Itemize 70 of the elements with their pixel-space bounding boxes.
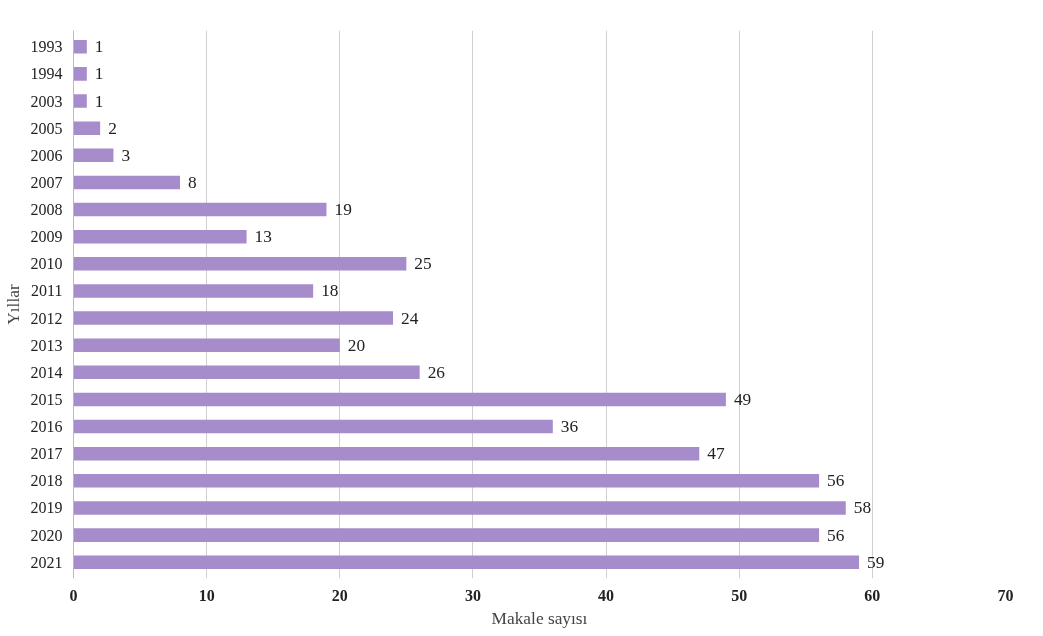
x-tick-label: 50: [731, 586, 748, 604]
data-label: 36: [560, 417, 579, 437]
y-tick-label: 2012: [30, 309, 63, 327]
bar: [73, 365, 420, 380]
bar: [73, 67, 87, 81]
bar: [73, 229, 247, 244]
y-tick-label: 2003: [30, 92, 63, 110]
data-label: 18: [321, 281, 339, 301]
bar: [73, 284, 314, 298]
data-label: 24: [401, 308, 419, 328]
data-label: 2: [108, 118, 117, 138]
y-tick-label: 2016: [30, 418, 63, 436]
bar: [73, 474, 820, 488]
data-label: 59: [867, 552, 885, 572]
x-tick-label: 20: [331, 586, 348, 604]
bar: [73, 148, 114, 163]
bar: [73, 555, 860, 569]
x-tick-label: 0: [69, 586, 78, 604]
data-label: 13: [254, 227, 272, 247]
data-label: 49: [733, 389, 752, 409]
bar: [73, 501, 846, 515]
y-tick-label: 2017: [30, 445, 63, 463]
y-tick-label: 2009: [30, 228, 63, 246]
bar: [73, 528, 820, 542]
data-label: 8: [188, 172, 197, 192]
y-tick-label: 2020: [30, 526, 63, 544]
y-axis-title: Yıllar: [3, 284, 23, 325]
data-label: 26: [427, 362, 446, 382]
data-label: 58: [853, 498, 872, 518]
data-label: 56: [827, 471, 845, 491]
y-tick-label: 2014: [30, 363, 63, 381]
bar: [73, 446, 700, 461]
x-tick-label: 40: [598, 586, 615, 604]
x-tick-label: 10: [198, 586, 215, 604]
data-label: 19: [334, 200, 352, 220]
y-tick-label: 2010: [30, 255, 63, 273]
y-tick-label: 2013: [30, 336, 63, 354]
bar: [73, 392, 726, 407]
x-tick-label: 30: [464, 586, 481, 604]
data-label: 20: [347, 335, 366, 355]
y-tick-label: 2007: [30, 173, 63, 191]
y-tick-label: 2008: [30, 201, 63, 219]
y-tick-label: 2021: [30, 553, 63, 571]
bar: [73, 419, 553, 434]
y-tick-label: 2018: [30, 472, 63, 490]
bar: [73, 202, 327, 217]
data-label: 47: [707, 444, 725, 464]
bar: [73, 311, 394, 325]
data-label: 1: [94, 64, 104, 84]
x-tick-label: 60: [864, 586, 881, 604]
x-axis-title: Makale sayısı: [491, 608, 588, 628]
y-tick-label: 2019: [30, 499, 63, 517]
bar: [73, 94, 87, 108]
y-tick-label: 2011: [31, 282, 63, 300]
y-tick-label: 2015: [30, 390, 63, 408]
bar: [73, 121, 101, 135]
y-tick-label: 1994: [30, 65, 63, 83]
data-label: 25: [414, 254, 432, 274]
data-label: 1: [94, 37, 104, 57]
y-tick-label: 2005: [30, 119, 63, 137]
y-tick-label: 1993: [30, 38, 63, 56]
y-tick-label: 2006: [30, 146, 63, 164]
bar: [73, 338, 340, 352]
data-label: 1: [94, 91, 104, 111]
bar: [73, 175, 181, 190]
x-tick-label: 70: [997, 586, 1014, 604]
data-label: 56: [827, 525, 845, 545]
bar: [73, 257, 407, 271]
data-label: 3: [121, 145, 131, 165]
bar: [73, 40, 87, 54]
